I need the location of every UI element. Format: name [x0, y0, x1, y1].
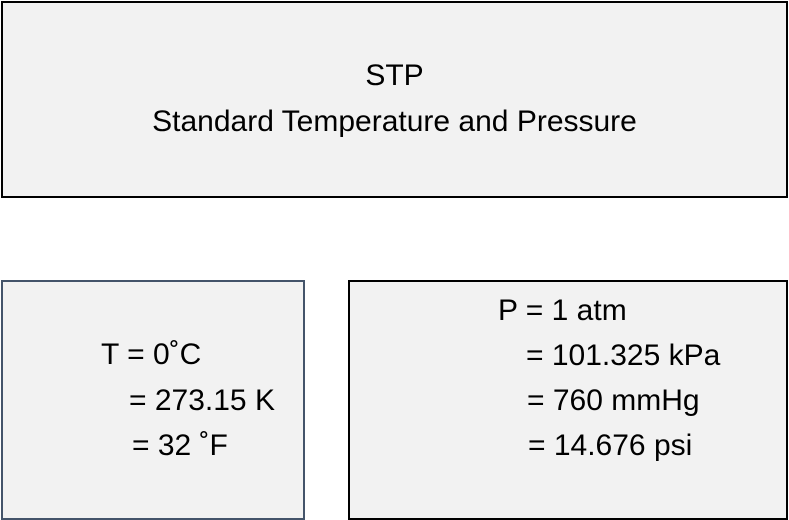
stp-title-box: STP Standard Temperature and Pressure: [1, 1, 788, 198]
pressure-atm: P = 1 atm: [498, 294, 627, 327]
temperature-fahrenheit: = 32 ˚F: [132, 429, 228, 462]
stp-subheading: Standard Temperature and Pressure: [152, 105, 637, 138]
pressure-kpa: = 101.325 kPa: [526, 339, 721, 372]
temperature-kelvin: = 273.15 K: [129, 384, 275, 417]
pressure-psi: = 14.676 psi: [528, 429, 693, 462]
temperature-celsius: T = 0˚C: [101, 338, 202, 371]
temperature-box: T = 0˚C = 273.15 K = 32 ˚F: [1, 280, 305, 520]
stp-heading: STP: [365, 59, 424, 92]
pressure-box: P = 1 atm = 101.325 kPa = 760 mmHg = 14.…: [348, 280, 788, 520]
pressure-mmhg: = 760 mmHg: [527, 384, 700, 417]
